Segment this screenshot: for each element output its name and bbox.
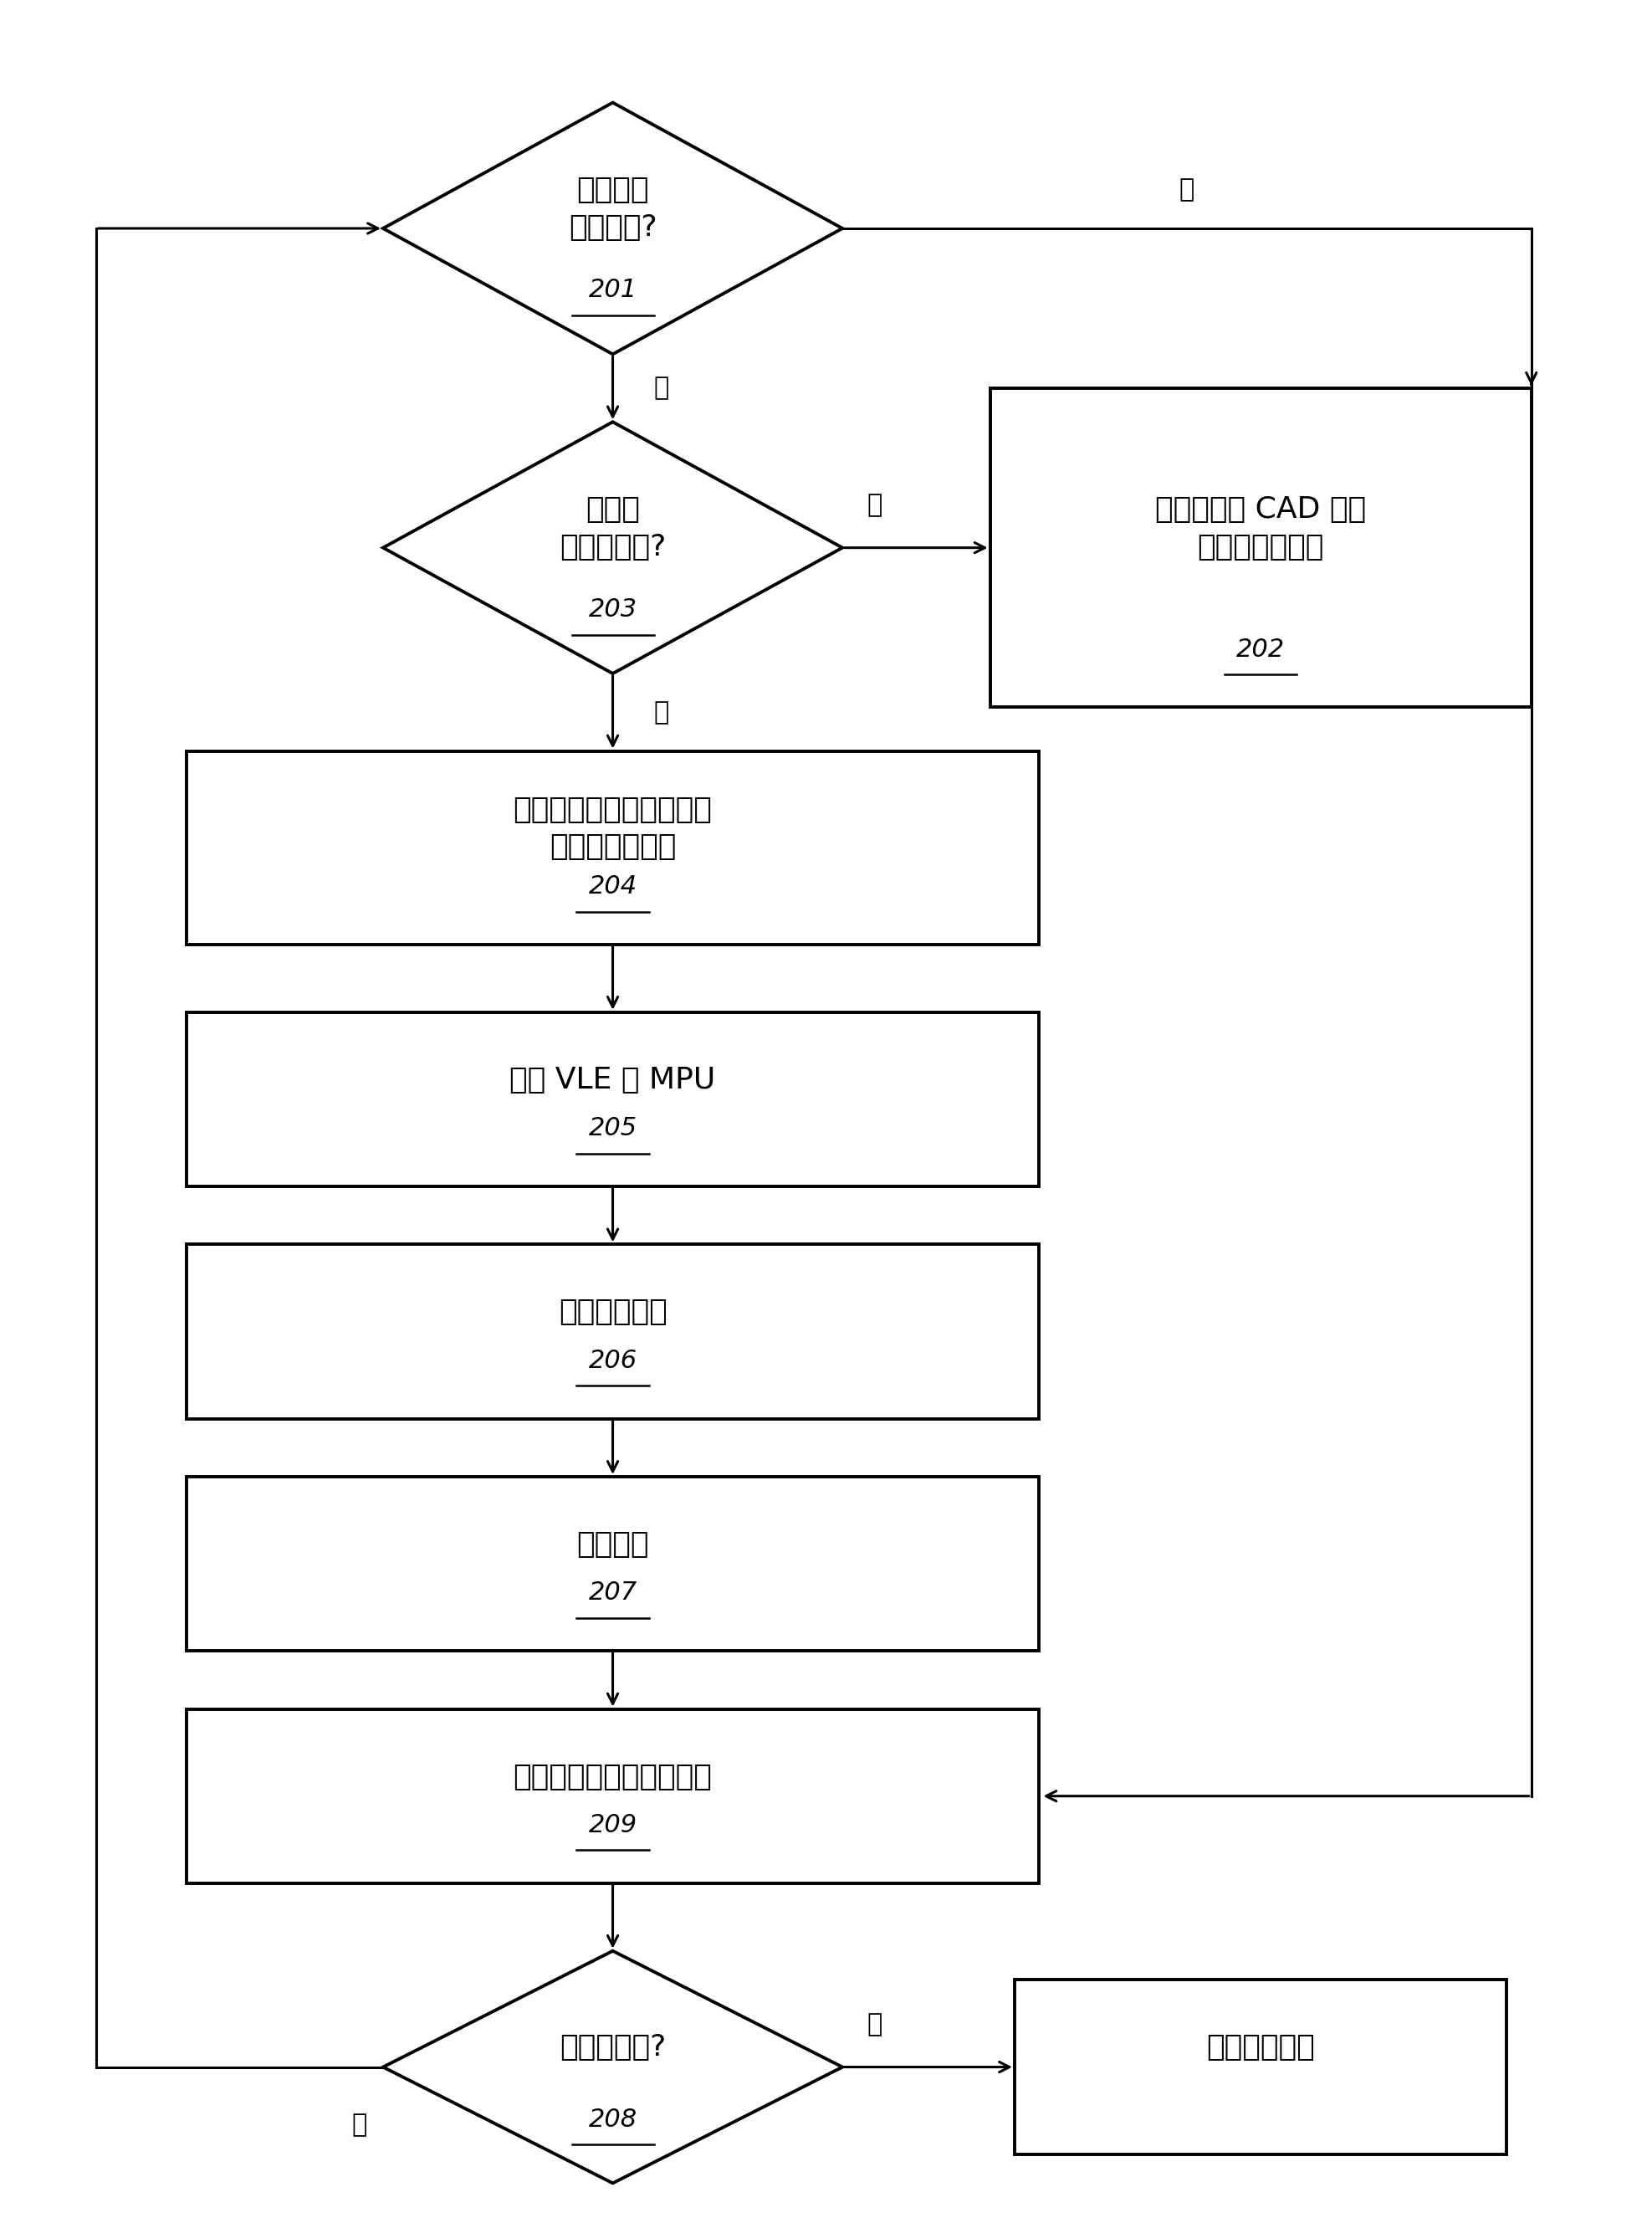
- Text: 部件在
特定集合中?: 部件在 特定集合中?: [560, 495, 666, 561]
- Text: 返回布局结果: 返回布局结果: [1206, 2034, 1315, 2063]
- Text: 201: 201: [588, 277, 638, 302]
- Bar: [1014, 1981, 1507, 2154]
- Text: 否: 否: [654, 375, 669, 399]
- Text: 指派待使用 CAD 工具
进行布局的部件: 指派待使用 CAD 工具 进行布局的部件: [1155, 495, 1366, 561]
- Text: 207: 207: [588, 1581, 638, 1606]
- Text: 划分 VLE 和 MPU: 划分 VLE 和 MPU: [510, 1065, 715, 1093]
- Bar: [187, 1011, 1039, 1187]
- Text: 209: 209: [588, 1812, 638, 1837]
- Text: 208: 208: [588, 2107, 638, 2131]
- Text: 合并软件和硬件布局结果: 合并软件和硬件布局结果: [514, 1763, 712, 1790]
- Text: 卸载布局: 卸载布局: [577, 1530, 649, 1559]
- Text: 205: 205: [588, 1116, 638, 1140]
- Text: 202: 202: [1236, 637, 1285, 661]
- Text: 附加的移动?: 附加的移动?: [560, 2034, 666, 2063]
- Text: 否: 否: [654, 701, 669, 725]
- Text: 指派待使用硬件布局单元
进行布局的部件: 指派待使用硬件布局单元 进行布局的部件: [514, 796, 712, 861]
- Text: 部件具有
时序要求?: 部件具有 时序要求?: [568, 175, 657, 242]
- Text: 203: 203: [588, 597, 638, 621]
- Text: 206: 206: [588, 1349, 638, 1373]
- Bar: [187, 752, 1039, 945]
- Text: 是: 是: [867, 492, 882, 517]
- Text: 是: 是: [1180, 177, 1194, 202]
- Bar: [187, 1710, 1039, 1883]
- Text: 标识互斥移动: 标识互斥移动: [558, 1298, 667, 1326]
- Bar: [990, 388, 1531, 708]
- Text: 否: 否: [867, 2012, 882, 2036]
- Text: 204: 204: [588, 874, 638, 898]
- Bar: [187, 1477, 1039, 1650]
- Text: 是: 是: [352, 2114, 367, 2138]
- Bar: [187, 1244, 1039, 1420]
